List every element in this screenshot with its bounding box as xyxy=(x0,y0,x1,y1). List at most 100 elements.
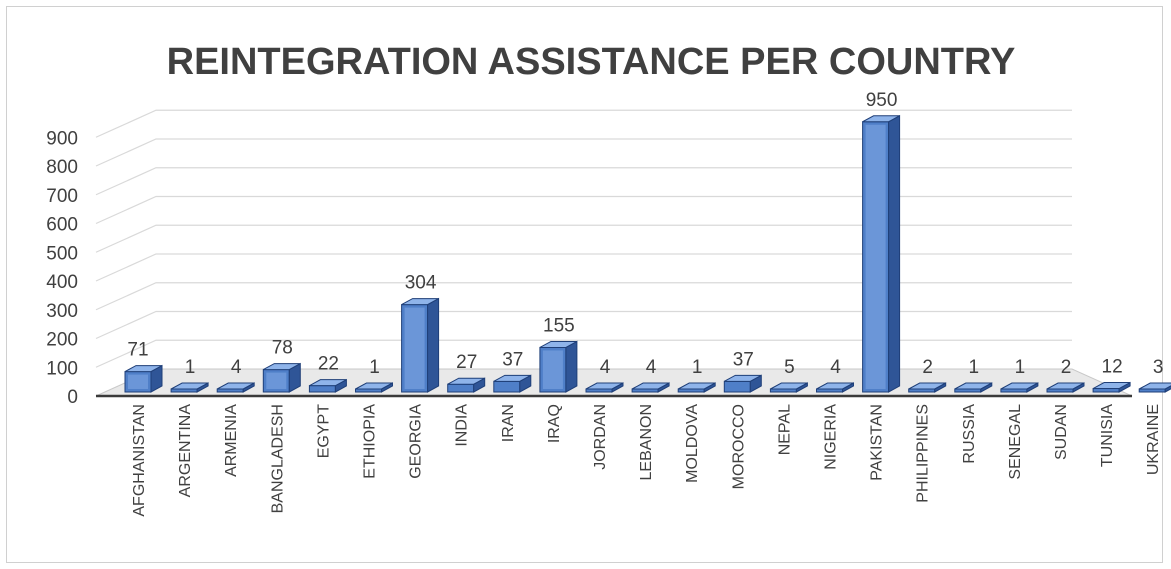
data-label: 71 xyxy=(127,340,148,361)
bar-top xyxy=(724,374,762,382)
gridline xyxy=(95,339,1072,368)
bar-side xyxy=(1164,385,1171,393)
bar-bangladesh xyxy=(262,362,301,393)
data-label: 37 xyxy=(733,349,754,370)
data-label: 78 xyxy=(272,338,293,359)
data-label: 5 xyxy=(784,357,795,378)
bar-top xyxy=(1000,382,1039,390)
data-label: 4 xyxy=(646,357,657,378)
data-label: 1 xyxy=(369,357,380,378)
x-tick-label: PHILIPPINES xyxy=(915,404,932,503)
x-tick-label: MOLDOVA xyxy=(684,404,701,483)
y-tick-label: 0 xyxy=(67,387,78,408)
bar-top xyxy=(954,382,993,390)
bar-argentina xyxy=(170,382,209,393)
x-tick-label: BANGLADESH xyxy=(269,404,286,513)
bar-india xyxy=(447,377,486,393)
bar-iraq xyxy=(539,340,578,393)
bar-ukraine xyxy=(1138,382,1171,393)
bar-nepal xyxy=(769,382,808,393)
bar-top xyxy=(447,377,485,385)
bar-front xyxy=(493,380,521,393)
bar-top xyxy=(677,382,716,390)
bar-tunisia xyxy=(1092,381,1131,393)
bar-top xyxy=(539,340,578,348)
bar-lebanon xyxy=(631,382,670,393)
bar-top xyxy=(1092,382,1131,390)
bar-front xyxy=(539,346,567,393)
bar-top xyxy=(631,382,670,390)
bar-georgia xyxy=(401,297,440,393)
bar-philippines xyxy=(908,382,947,393)
x-tick-label: ARMENIA xyxy=(223,404,240,477)
data-label: 1 xyxy=(692,357,703,378)
bar-top xyxy=(1138,382,1171,390)
bar-top xyxy=(401,298,439,306)
gridline xyxy=(95,195,1072,225)
data-label: 304 xyxy=(405,273,437,294)
data-label: 2 xyxy=(1061,357,1072,378)
bar-top xyxy=(216,382,255,390)
bar-russia xyxy=(954,382,993,393)
y-tick-label: 200 xyxy=(46,330,78,351)
y-tick-label: 600 xyxy=(46,215,78,236)
x-tick-label: IRAN xyxy=(500,404,517,442)
x-tick-label: LEBANON xyxy=(638,404,655,480)
x-tick-label: SENEGAL xyxy=(1007,404,1024,480)
x-tick-label: ARGENTINA xyxy=(177,404,194,498)
x-tick-label: MOROCCO xyxy=(730,404,747,489)
bar-highlight xyxy=(404,307,425,389)
bar-top xyxy=(585,382,624,390)
bar-senegal xyxy=(1000,382,1039,393)
data-label: 27 xyxy=(456,352,477,373)
bar-top xyxy=(355,382,393,390)
bar-front xyxy=(723,380,751,393)
y-tick-label: 300 xyxy=(46,301,78,322)
bar-jordan xyxy=(585,382,624,393)
bar-top xyxy=(770,382,808,390)
bar-sudan xyxy=(1046,382,1085,393)
gridline xyxy=(95,167,1072,196)
bar-side xyxy=(427,297,440,393)
gridline xyxy=(95,310,1072,340)
bar-ethiopia xyxy=(355,382,393,393)
bar-front xyxy=(401,304,429,393)
bar-highlight xyxy=(865,124,886,389)
bar-top xyxy=(816,382,854,390)
bar-morocco xyxy=(723,374,762,393)
x-tick-label: AFGHANISTAN xyxy=(131,404,148,517)
gridline xyxy=(95,138,1072,167)
bar-highlight xyxy=(542,350,563,389)
bar-top xyxy=(263,363,301,371)
data-label: 22 xyxy=(318,354,339,375)
y-tick-label: 500 xyxy=(46,243,78,264)
y-axis-ticks: 0 100 200 300 400 500 600 700 800 900 xyxy=(46,128,78,408)
bar-top xyxy=(862,115,900,123)
gridlines xyxy=(95,109,1072,368)
bar-top xyxy=(493,374,532,382)
bar-highlight xyxy=(266,372,287,389)
x-tick-label: IRAQ xyxy=(546,404,563,443)
bar-front xyxy=(447,383,475,393)
data-label: 12 xyxy=(1102,357,1123,378)
gridline xyxy=(95,109,1072,138)
x-tick-label: RUSSIA xyxy=(961,404,978,464)
x-tick-label: NEPAL xyxy=(776,404,793,455)
bar-side xyxy=(565,340,578,393)
data-label: 1 xyxy=(969,357,980,378)
bar-afghanistan xyxy=(124,364,163,393)
x-tick-label: JORDAN xyxy=(592,404,609,470)
x-tick-label: EGYPT xyxy=(315,404,332,458)
y-tick-label: 100 xyxy=(46,358,78,379)
bar-top xyxy=(1046,382,1085,390)
x-tick-label: UKRAINE xyxy=(1145,404,1162,475)
x-axis-ticks: AFGHANISTAN ARGENTINA ARMENIA BANGLADESH EGY… xyxy=(131,404,1162,517)
x-tick-label: GEORGIA xyxy=(408,404,425,479)
x-tick-label: NIGERIA xyxy=(823,404,840,470)
bar-armenia xyxy=(216,382,255,393)
data-label: 950 xyxy=(866,90,898,111)
data-label: 37 xyxy=(502,349,523,370)
bar-nigeria xyxy=(816,382,854,393)
chart-title: REINTEGRATION ASSISTANCE PER COUNTRY xyxy=(167,41,1016,83)
